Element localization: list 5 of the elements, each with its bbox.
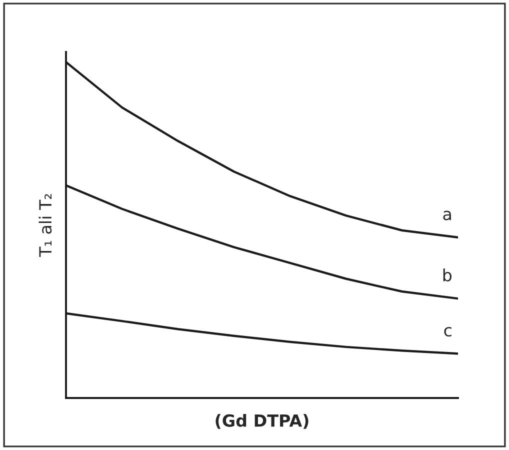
y-axis-title: T₁ ali T₂ bbox=[38, 194, 52, 257]
series-label: c bbox=[444, 326, 452, 337]
x-axis-title: (Gd DTPA) bbox=[216, 414, 308, 429]
series-label: b bbox=[443, 268, 452, 282]
series-label: a bbox=[443, 210, 451, 220]
